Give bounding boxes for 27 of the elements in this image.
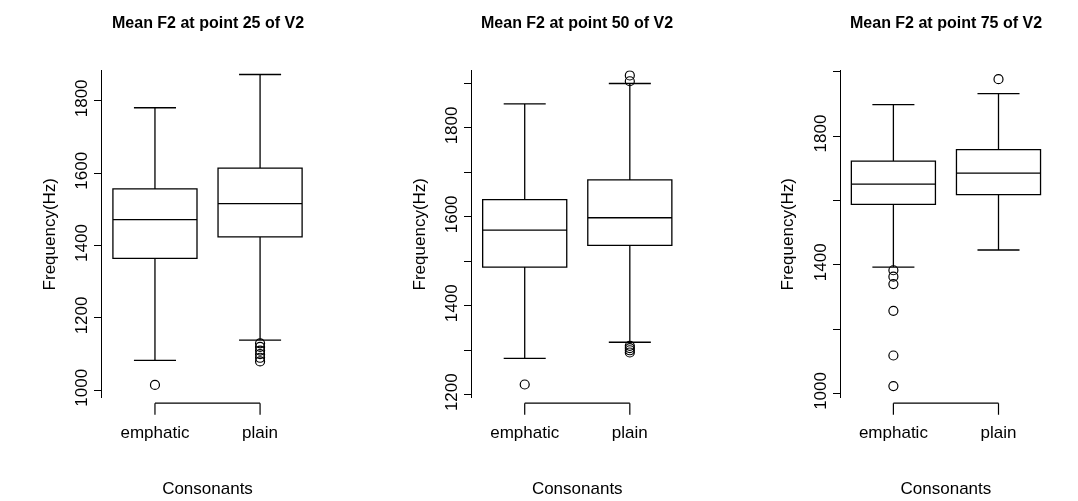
y-tick-label: 1000 [72, 368, 92, 407]
y-tick-label: 1600 [442, 195, 462, 234]
chart-title: Mean F2 at point 75 of V2 [850, 14, 1043, 31]
y-axis-title: Frequency(Hz) [409, 178, 429, 291]
y-tick-label: 1400 [442, 284, 462, 323]
y-tick-label: 1200 [442, 373, 462, 412]
chart-title: Mean F2 at point 25 of V2 [112, 14, 305, 31]
x-axis-title: Consonants [162, 478, 253, 498]
y-tick-label: 1600 [72, 151, 92, 190]
y-tick-label: 1000 [810, 372, 830, 410]
y-axis-title: Frequency(Hz) [40, 178, 60, 291]
y-tick-label: 1200 [72, 296, 92, 335]
x-tick-label: plain [242, 423, 279, 443]
x-tick-label: emphatic [858, 423, 929, 443]
y-tick-label: 1400 [72, 224, 92, 262]
chart-title: Mean F2 at point 50 of V2 [481, 14, 674, 31]
x-axis-title: Consonants [531, 478, 623, 498]
x-tick-label: plain [980, 423, 1017, 443]
y-tick-label: 1800 [72, 79, 92, 118]
y-tick-label: 1800 [442, 106, 462, 145]
x-tick-label: plain [611, 423, 648, 443]
y-tick-label: 1800 [810, 114, 830, 153]
x-tick-label: emphatic [120, 423, 190, 443]
y-axis-title: Frequency(Hz) [778, 178, 798, 291]
x-tick-label: emphatic [490, 423, 560, 443]
x-axis-title: Consonants [900, 478, 992, 498]
y-tick-label: 1400 [810, 243, 830, 282]
